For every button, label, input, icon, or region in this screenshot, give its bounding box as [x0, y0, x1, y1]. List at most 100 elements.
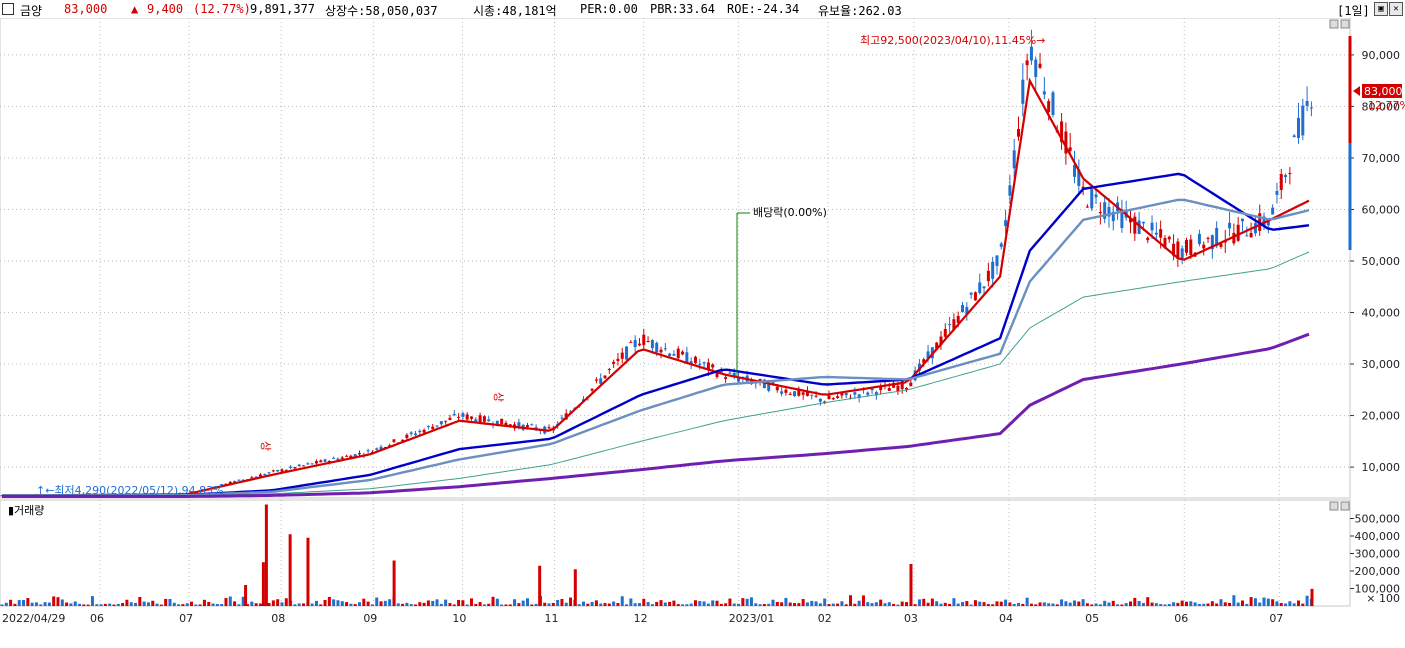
volume-spike-2 — [264, 504, 268, 606]
volume-bar — [1017, 603, 1021, 606]
candle-body — [1004, 220, 1008, 227]
volume-bar — [177, 604, 181, 606]
volume-bar — [121, 603, 125, 606]
candle-body — [995, 255, 999, 266]
volume-bar — [732, 603, 736, 606]
candle-body — [349, 455, 353, 459]
candle-body — [276, 469, 280, 472]
market-cap: 시총:48,181억 — [473, 4, 557, 18]
volume-bar — [1236, 602, 1240, 606]
candle-body — [1167, 236, 1171, 240]
candle-body — [482, 416, 486, 422]
candle-body — [241, 479, 245, 481]
volume-panel — [0, 499, 1351, 607]
candle-body — [672, 354, 676, 356]
candle-body — [332, 457, 336, 459]
candle-body — [633, 340, 637, 348]
volume-bar — [1197, 604, 1201, 606]
volume-bar — [9, 599, 13, 606]
pbr-value: PBR:33.64 — [650, 2, 716, 16]
vol-tick-label-3: 400,000 — [1355, 530, 1401, 543]
candle-body — [1029, 46, 1033, 61]
candle-body — [1189, 239, 1193, 255]
volume-bar — [1275, 601, 1279, 606]
volume-bar — [302, 603, 306, 606]
volume-bar — [1090, 604, 1094, 606]
candle-body — [1025, 60, 1029, 66]
volume-bar — [310, 603, 314, 606]
volume-bar — [603, 603, 607, 606]
candle-body — [844, 392, 848, 396]
volume-bar — [168, 598, 172, 606]
volume-bar — [547, 603, 551, 606]
volume-bar — [366, 601, 370, 606]
limit-up-mark-2: 상 — [492, 392, 505, 402]
candle-body — [1249, 232, 1253, 238]
restore-icon[interactable]: ▣ — [1374, 2, 1388, 16]
select-checkbox[interactable] — [2, 3, 14, 15]
volume-bar — [762, 603, 766, 606]
volume-bar — [129, 602, 133, 606]
volume-bar — [810, 600, 814, 606]
candle-body — [1051, 92, 1055, 115]
candle-body — [693, 356, 697, 363]
candle-body — [978, 282, 982, 294]
volume-bar — [569, 597, 573, 606]
candle-body — [1180, 248, 1184, 259]
candle-body — [284, 469, 288, 471]
volume-bar — [293, 604, 297, 606]
candle-body — [267, 472, 271, 474]
volume-bar — [431, 600, 435, 606]
volume-bar — [758, 604, 762, 606]
volume-bar — [887, 602, 891, 606]
candle-body — [724, 377, 728, 379]
volume-bar — [108, 603, 112, 606]
volume-bar — [840, 601, 844, 606]
volume-bar — [642, 598, 646, 606]
volume-spike-8 — [909, 564, 913, 606]
stock-name[interactable]: 금양 — [20, 4, 43, 18]
volume-bar — [999, 601, 1003, 606]
volume-bar — [965, 601, 969, 606]
candle-body — [487, 419, 491, 422]
volume-bar — [969, 604, 973, 606]
volume-bar — [521, 600, 525, 606]
close-icon[interactable]: ✕ — [1389, 2, 1403, 16]
current-pct-label: 12.77% — [1368, 99, 1405, 112]
volume-bar — [47, 602, 51, 606]
candle-body — [452, 413, 456, 416]
candle-body — [823, 401, 827, 403]
volume-bar — [780, 602, 784, 606]
volume-bar — [267, 602, 271, 606]
candle-body — [1064, 131, 1068, 154]
listed-shares: 상장수:58,050,037 — [325, 4, 438, 18]
volume-bar — [491, 596, 495, 606]
panel-close-icon — [1340, 19, 1350, 29]
volume-bar — [650, 604, 654, 606]
candle-body — [1154, 232, 1158, 235]
volume-bar — [241, 596, 245, 606]
candle-body — [780, 391, 784, 394]
volume-bar — [693, 600, 697, 606]
candle-body — [431, 426, 435, 430]
volume-bar — [375, 597, 379, 606]
candle-body — [418, 430, 422, 433]
volume-bar — [142, 601, 146, 606]
candle-body — [1309, 107, 1313, 109]
volume-bar — [60, 599, 64, 606]
volume-bar — [986, 604, 990, 606]
volume-bar — [353, 604, 357, 606]
volume-bar — [689, 603, 693, 606]
candle-body — [457, 416, 461, 418]
volume-bar — [30, 602, 34, 606]
volume-bar — [151, 600, 155, 606]
vol-tick-label-4: 500,000 — [1355, 513, 1401, 526]
volume-bar — [134, 602, 138, 606]
volume-bar — [543, 602, 547, 606]
candle-body — [1150, 222, 1154, 231]
price-tick-label-5: 60,000 — [1362, 203, 1401, 216]
volume-bar — [1008, 602, 1012, 606]
volume-bar — [125, 599, 129, 606]
period-selector[interactable]: [1일] — [1337, 4, 1370, 18]
volume-value: 9,891,377 — [250, 2, 316, 16]
